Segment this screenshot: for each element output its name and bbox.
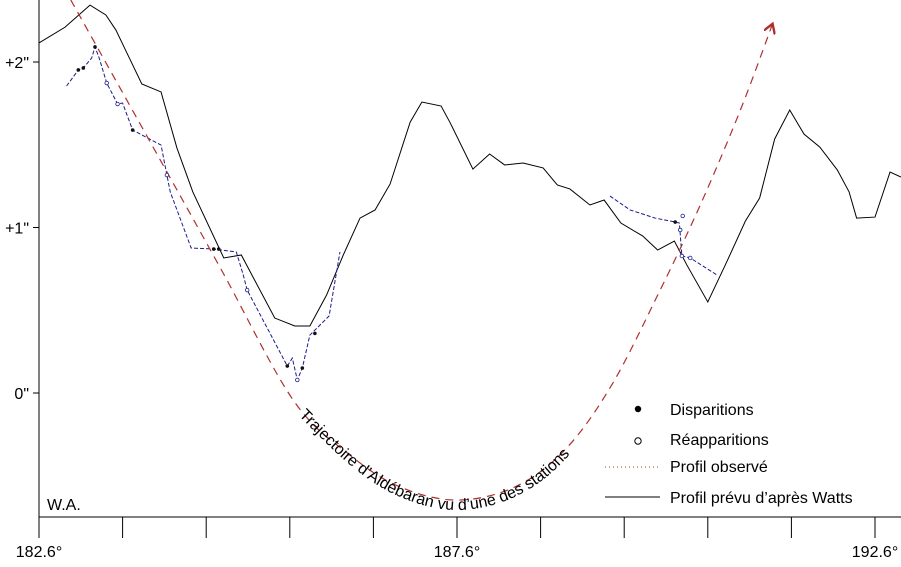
- legend-disparitions-marker: [634, 405, 642, 413]
- disparition-marker: [673, 220, 677, 224]
- y-tick-label: 0": [14, 386, 29, 403]
- trajectory-label-text: Trajectoire d’Aldébaran vu d’une des sta…: [296, 406, 573, 514]
- legend-reapparitions-marker: [634, 437, 642, 445]
- reapparition-marker: [688, 255, 693, 261]
- y-tick-label: +2": [5, 55, 29, 72]
- trajectory-line: [70, 0, 772, 501]
- legend-reapparitions-label: Réapparitions: [670, 432, 769, 449]
- legend-disparitions-label: Disparitions: [670, 402, 754, 419]
- reapparition-marker: [680, 213, 685, 219]
- axes: 182.6° 187.6° 192.6° +2" +1" 0": [5, 0, 901, 561]
- reapparition-marker: [295, 377, 300, 383]
- disparition-marker: [81, 66, 86, 70]
- reapparition-marker: [679, 253, 685, 259]
- disparition-marker: [313, 331, 317, 336]
- disparition-marker: [211, 247, 216, 251]
- x-tick-label: 192.6°: [852, 544, 898, 561]
- reapparition-marker: [678, 227, 683, 233]
- corner-label: W.A.: [47, 497, 81, 514]
- legend-observed-label: Profil observé: [670, 459, 768, 476]
- legend-watts-label: Profil prévu d’après Watts: [670, 490, 853, 507]
- watts-profile-line: [38, 4, 901, 327]
- reapparition-marker: [104, 80, 109, 86]
- disparition-marker: [216, 247, 221, 251]
- y-tick-label: +1": [5, 221, 29, 238]
- reapparition-marker: [115, 101, 120, 107]
- trajectory-label: Trajectoire d’Aldébaran vu d’une des sta…: [296, 406, 573, 514]
- disparition-marker: [93, 45, 97, 49]
- disparition-marker: [76, 68, 81, 72]
- disparition-marker: [300, 366, 305, 370]
- legend: Disparitions Réapparitions Profil observ…: [605, 402, 853, 507]
- x-tick-label: 187.6°: [434, 544, 480, 561]
- reapparition-marker: [164, 172, 170, 178]
- disparition-marker: [285, 364, 290, 368]
- reapparition-marker: [244, 287, 250, 293]
- observed-profile-line: [609, 195, 718, 276]
- x-tick-label: 182.6°: [16, 544, 62, 561]
- disparition-marker: [130, 128, 135, 132]
